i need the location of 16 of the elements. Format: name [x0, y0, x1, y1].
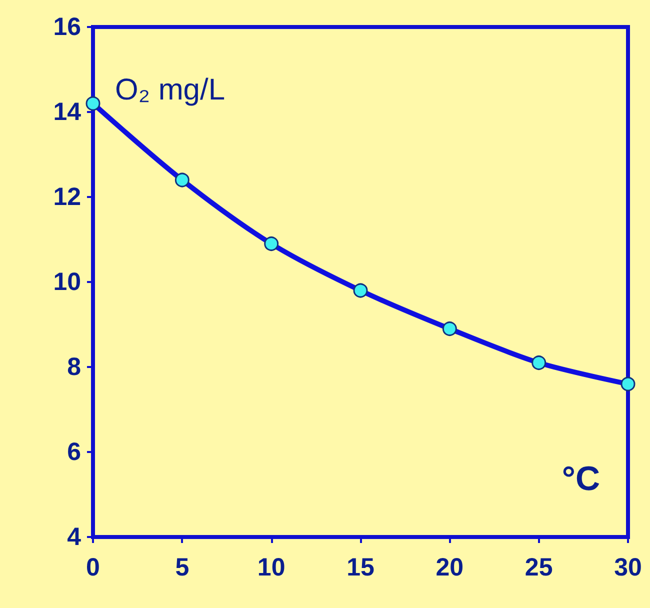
x-tick-label: 10	[257, 554, 286, 582]
x-tick-label: 5	[175, 554, 190, 582]
x-tick-label: 25	[524, 554, 553, 582]
y-tick-label: 8	[67, 353, 82, 381]
x-tick-label: 30	[614, 554, 642, 582]
x-tick-label: 15	[346, 554, 374, 582]
x-tick-label: 0	[86, 554, 100, 582]
y-tick-label: 10	[53, 268, 81, 296]
y-tick-label: 6	[67, 438, 81, 466]
x-axis-title: °C	[562, 460, 600, 498]
y-tick-label: 12	[53, 183, 81, 211]
x-tick-label: 20	[436, 554, 464, 582]
y-tick-label: 14	[53, 98, 82, 126]
y-tick-label: 16	[53, 13, 81, 41]
y-tick-label: 4	[67, 523, 82, 551]
y-axis-title: O₂ mg/L	[115, 74, 226, 106]
